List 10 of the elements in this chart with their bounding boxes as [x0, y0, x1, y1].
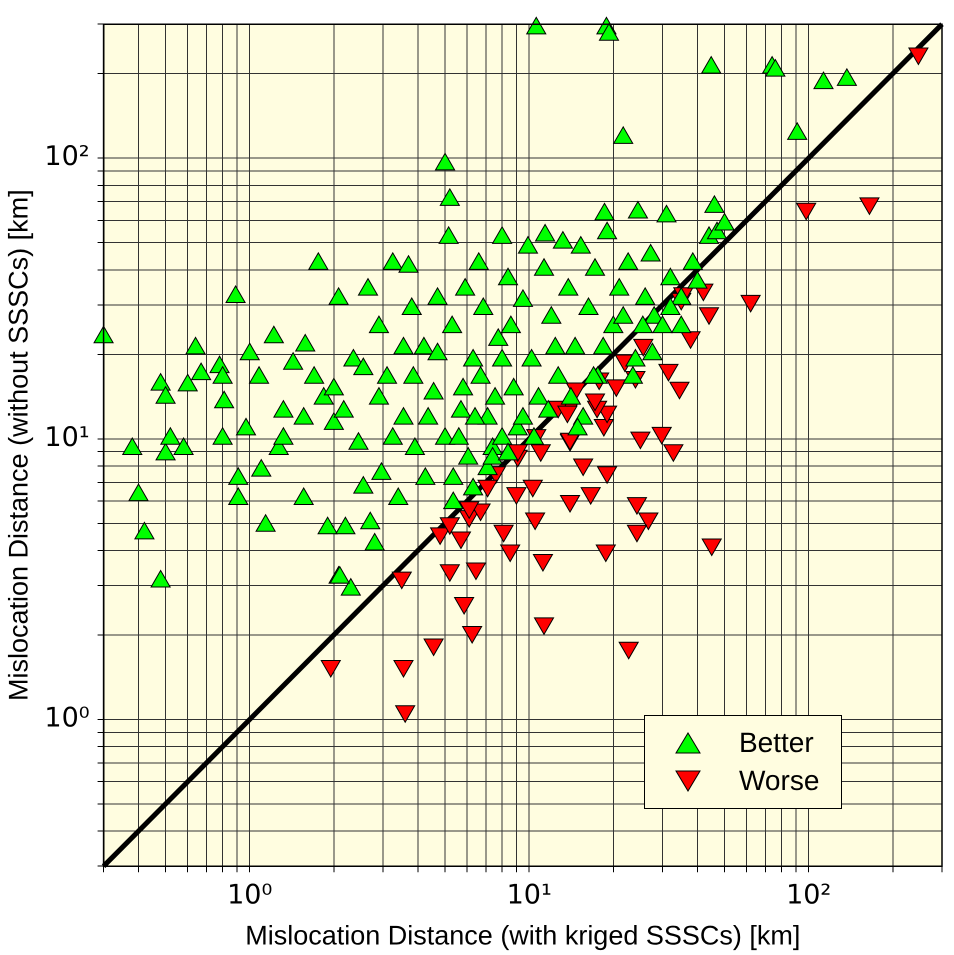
y-tick-label: 10⁰ [44, 702, 90, 734]
legend-label: Worse [739, 764, 820, 798]
y-tick-label: 10¹ [44, 422, 90, 453]
x-tick-label: 10² [786, 879, 832, 910]
legend-label: Better [739, 726, 814, 760]
y-axis-title: Mislocation Distance (without SSSCs) [km] [4, 189, 34, 702]
x-tick-label: 10¹ [506, 879, 552, 910]
x-tick-label: 10⁰ [227, 879, 272, 910]
y-tick-label: 10² [44, 141, 90, 172]
x-axis-title: Mislocation Distance (with kriged SSSCs) [km] [245, 920, 800, 950]
